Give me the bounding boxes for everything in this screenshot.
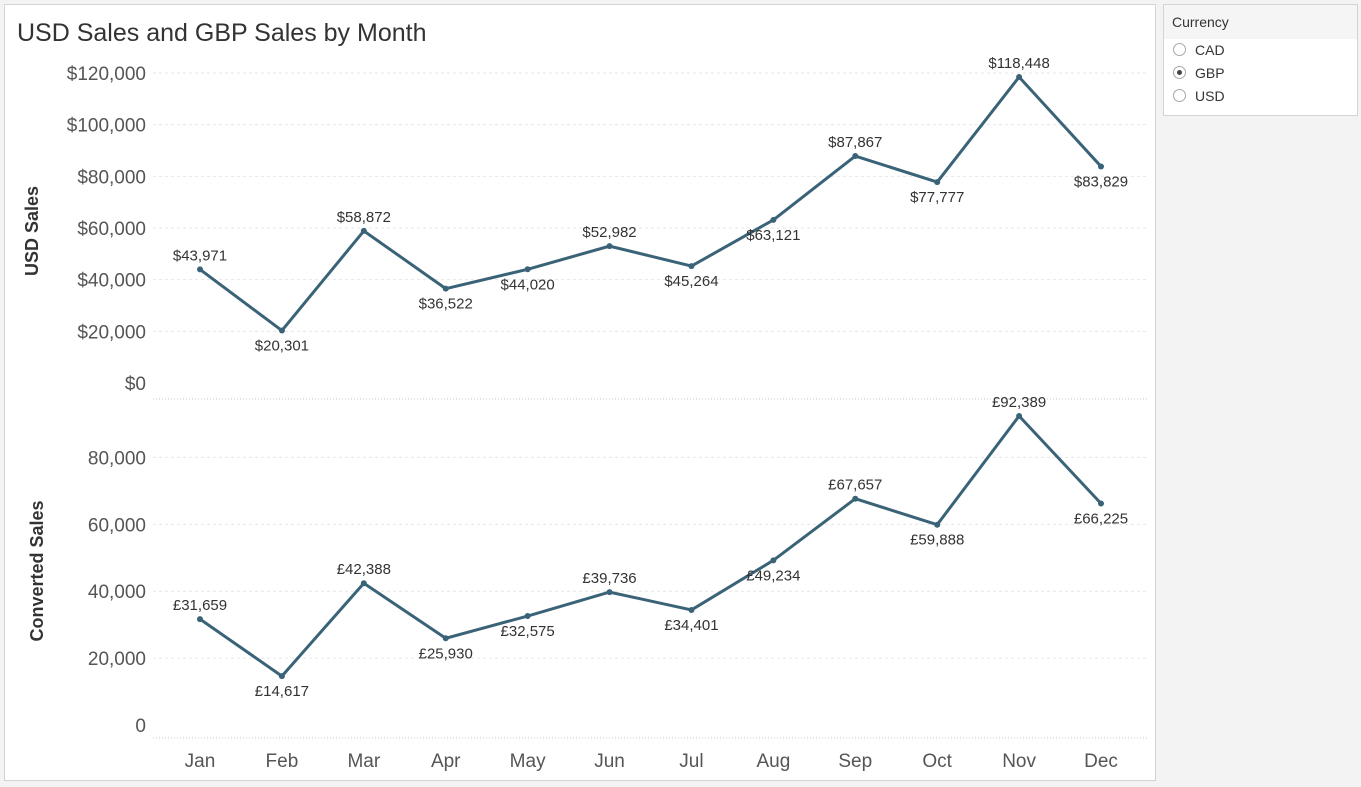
data-point: [360, 580, 367, 587]
data-point: [278, 327, 285, 334]
y-tick-label: $60,000: [77, 219, 146, 240]
data-point: [688, 606, 695, 613]
data-point: [1098, 500, 1104, 507]
series-line: [199, 414, 1103, 678]
chart-panel: USD Sales and GBP Sales by Month $0 $20,0…: [4, 4, 1156, 781]
y-tick-label: 0: [135, 716, 146, 737]
chart-svg: $0 $20,000 $40,000 $60,000 $80,000 $100,000 $1…: [22, 55, 1149, 772]
filter-options: CAD GBP USD: [1164, 39, 1357, 108]
filter-header: Currency: [1164, 5, 1357, 39]
y-axis-title: Converted Sales: [27, 500, 47, 641]
radio-label: GBP: [1195, 65, 1225, 81]
data-label: $118,448: [988, 55, 1049, 72]
x-tick-label: Feb: [266, 751, 299, 772]
y-tick-label: $40,000: [77, 271, 146, 292]
data-label: $58,872: [337, 209, 391, 226]
data-point: [197, 266, 203, 273]
chart-title: USD Sales and GBP Sales by Month: [17, 19, 427, 47]
x-tick-label: Mar: [347, 751, 380, 772]
data-point: [197, 616, 203, 623]
x-tick-label: Nov: [1002, 751, 1036, 772]
radio-button-icon[interactable]: [1173, 43, 1186, 56]
data-point: [606, 589, 613, 596]
currency-option-cad[interactable]: CAD: [1164, 39, 1357, 62]
x-tick-label: Oct: [922, 751, 952, 772]
data-point: [278, 673, 285, 680]
series-line: [199, 75, 1103, 333]
y-tick-label: $120,000: [67, 64, 146, 85]
data-label: $77,777: [910, 189, 964, 206]
y-tick-label: $20,000: [77, 322, 146, 343]
data-label: $52,982: [582, 224, 636, 241]
x-tick-label: Jan: [185, 751, 216, 772]
data-label: $83,829: [1074, 173, 1128, 190]
data-label: £59,888: [910, 532, 964, 549]
data-point: [770, 216, 777, 223]
data-point: [770, 557, 777, 564]
data-point: [606, 243, 613, 250]
data-point: [1016, 413, 1023, 419]
data-point: [852, 153, 859, 160]
data-label: £42,388: [337, 561, 391, 578]
data-point: [1016, 74, 1023, 81]
data-point: [688, 263, 695, 270]
data-label: £31,659: [173, 597, 227, 614]
y-tick-label: 60,000: [88, 515, 146, 536]
data-point: [934, 179, 941, 186]
radio-label: CAD: [1195, 42, 1225, 58]
data-label: £39,736: [582, 570, 636, 587]
data-point: [442, 285, 449, 292]
data-point: [524, 613, 531, 620]
data-point: [852, 495, 859, 502]
data-label: $20,301: [255, 338, 309, 355]
radio-button-icon[interactable]: [1173, 89, 1186, 102]
x-tick-label: Sep: [838, 751, 872, 772]
y-tick-label: 80,000: [88, 448, 146, 469]
data-label: $44,020: [501, 276, 555, 293]
x-tick-label: Jun: [594, 751, 625, 772]
x-tick-label: Aug: [756, 751, 790, 772]
currency-option-gbp[interactable]: GBP: [1164, 62, 1357, 85]
y-tick-label: $0: [125, 374, 146, 395]
y-tick-label: $100,000: [67, 116, 146, 137]
data-point: [1098, 163, 1104, 170]
data-label: £49,234: [746, 567, 800, 584]
radio-label: USD: [1195, 88, 1225, 104]
x-tick-label: May: [510, 751, 546, 772]
data-label: $63,121: [746, 227, 800, 244]
y-tick-label: 20,000: [88, 649, 146, 670]
y-tick-label: 40,000: [88, 582, 146, 603]
data-point: [934, 521, 941, 528]
data-point: [524, 266, 531, 273]
data-label: £32,575: [501, 623, 555, 640]
data-label: £66,225: [1074, 511, 1128, 528]
radio-button-checked-icon[interactable]: [1173, 66, 1186, 79]
data-label: $36,522: [419, 296, 473, 313]
x-tick-label: Dec: [1084, 751, 1118, 772]
x-tick-label: Apr: [431, 751, 461, 772]
data-label: $87,867: [828, 134, 882, 151]
data-label: £25,930: [419, 645, 473, 662]
y-axis-title: USD Sales: [22, 186, 42, 276]
currency-option-usd[interactable]: USD: [1164, 85, 1357, 108]
data-label: £67,657: [828, 477, 882, 494]
data-point: [360, 227, 367, 234]
y-tick-label: $80,000: [77, 167, 146, 188]
data-label: £14,617: [255, 683, 309, 700]
data-label: $45,264: [664, 273, 718, 290]
data-label: £34,401: [664, 617, 718, 634]
currency-filter: Currency CAD GBP USD: [1163, 4, 1358, 116]
x-tick-label: Jul: [679, 751, 703, 772]
data-label: £92,389: [992, 394, 1046, 411]
data-label: $43,971: [173, 247, 227, 264]
data-point: [442, 635, 449, 642]
